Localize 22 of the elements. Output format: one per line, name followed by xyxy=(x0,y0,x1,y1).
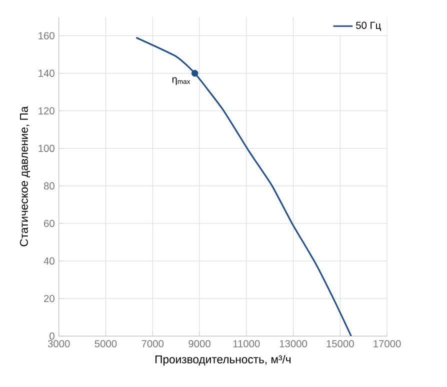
y-tick-label: 80 xyxy=(44,182,54,190)
x-tick-label: 17000 xyxy=(374,340,401,348)
line-series xyxy=(135,36,352,336)
y-tick-label: 140 xyxy=(38,70,54,77)
x-tick-label: 3000 xyxy=(48,340,70,348)
x-tick-label: 15000 xyxy=(326,340,354,348)
y-tick-label: 60 xyxy=(44,220,54,228)
x-axis-title: Производительность, м³/ч xyxy=(155,355,290,366)
y-tick-label: 120 xyxy=(38,107,54,114)
y-tick-label: 160 xyxy=(38,32,54,40)
y-tick-label: 100 xyxy=(38,144,54,152)
x-tick-label: 11000 xyxy=(233,340,260,348)
y-axis-title: Статическое давление, Па xyxy=(20,106,30,246)
x-tick-label: 5000 xyxy=(94,340,117,348)
legend-label: 50 Гц xyxy=(356,22,381,31)
x-tick-label: 7000 xyxy=(142,340,164,348)
x-tick-label: 13000 xyxy=(280,340,308,348)
x-tick-label: 9000 xyxy=(188,340,210,348)
y-tick-label: 0 xyxy=(50,332,54,340)
annotation: η$_{max}$ xyxy=(172,77,190,85)
y-tick-label: 20 xyxy=(44,294,54,302)
y-tick-label: 40 xyxy=(44,257,54,265)
